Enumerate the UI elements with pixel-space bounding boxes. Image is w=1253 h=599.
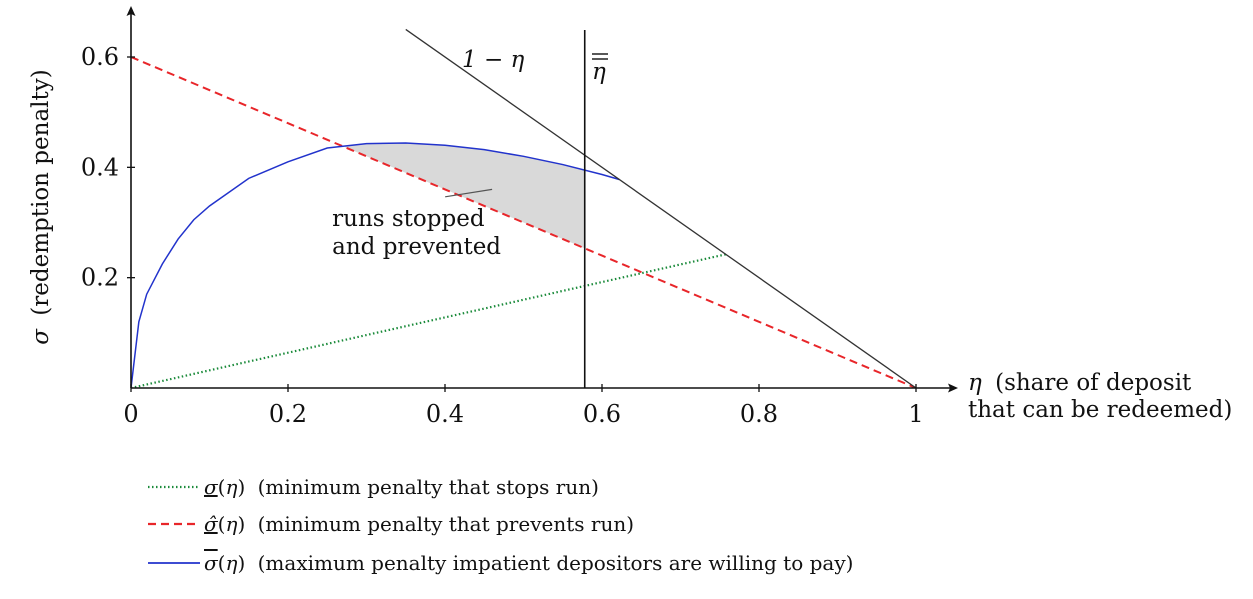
series-sigma-min — [131, 252, 728, 388]
y-tick-label: 0.4 — [81, 153, 119, 181]
x-axis-label-line2: that can be redeemed) — [968, 397, 1232, 423]
svg-text:η: η — [592, 59, 606, 85]
legend-item-sigma-hat: σ̂(η) (minimum penalty that prevents run… — [148, 512, 634, 536]
runs-stopped-and-prevented-region — [345, 143, 585, 249]
x-tick-label: 0 — [123, 400, 138, 428]
x-tick-label: 0.8 — [740, 400, 778, 428]
legend: σ(η) (minimum penalty that stops run) σ̂… — [148, 475, 853, 575]
legend-item-sigma-min: σ(η) (minimum penalty that stops run) — [148, 475, 599, 499]
y-tick-label: 0.6 — [81, 43, 119, 71]
x-tick-label: 0.2 — [269, 400, 307, 428]
eta-bar-label: η — [592, 53, 608, 85]
annotation-line1: runs stopped — [332, 206, 485, 232]
y-axis-arrow — [126, 6, 136, 16]
svg-text:σ̂(η) (minimum penalty: σ̂(η) (minimum penalty that prevents run… — [204, 512, 634, 536]
annotation-line2: and prevented — [332, 234, 501, 260]
x-tick-label: 0.4 — [426, 400, 464, 428]
x-tick-label: 0.6 — [583, 400, 621, 428]
x-axis-label-line1: η (share of deposit — [968, 370, 1192, 396]
svg-text:σ(η) (maximum penalty: σ(η) (maximum penalty impatient deposito… — [204, 551, 853, 575]
y-axis-label: σ (redemption penalty) — [28, 69, 54, 344]
one-minus-eta-label: 1 − η — [462, 47, 525, 73]
y-tick-label: 0.2 — [81, 264, 119, 292]
svg-text:σ(η) (minimum penalty: σ(η) (minimum penalty that stops run) — [204, 475, 599, 499]
series-sigma-hat — [131, 56, 917, 388]
x-tick-label: 1 — [908, 400, 923, 428]
series-sigma-bar — [131, 142, 620, 388]
annotation-pointer — [445, 188, 493, 198]
legend-item-sigma-bar: σ(η) (maximum penalty impatient deposito… — [148, 551, 853, 575]
x-axis-arrow — [948, 383, 958, 393]
series-one-minus-eta — [405, 28, 917, 388]
